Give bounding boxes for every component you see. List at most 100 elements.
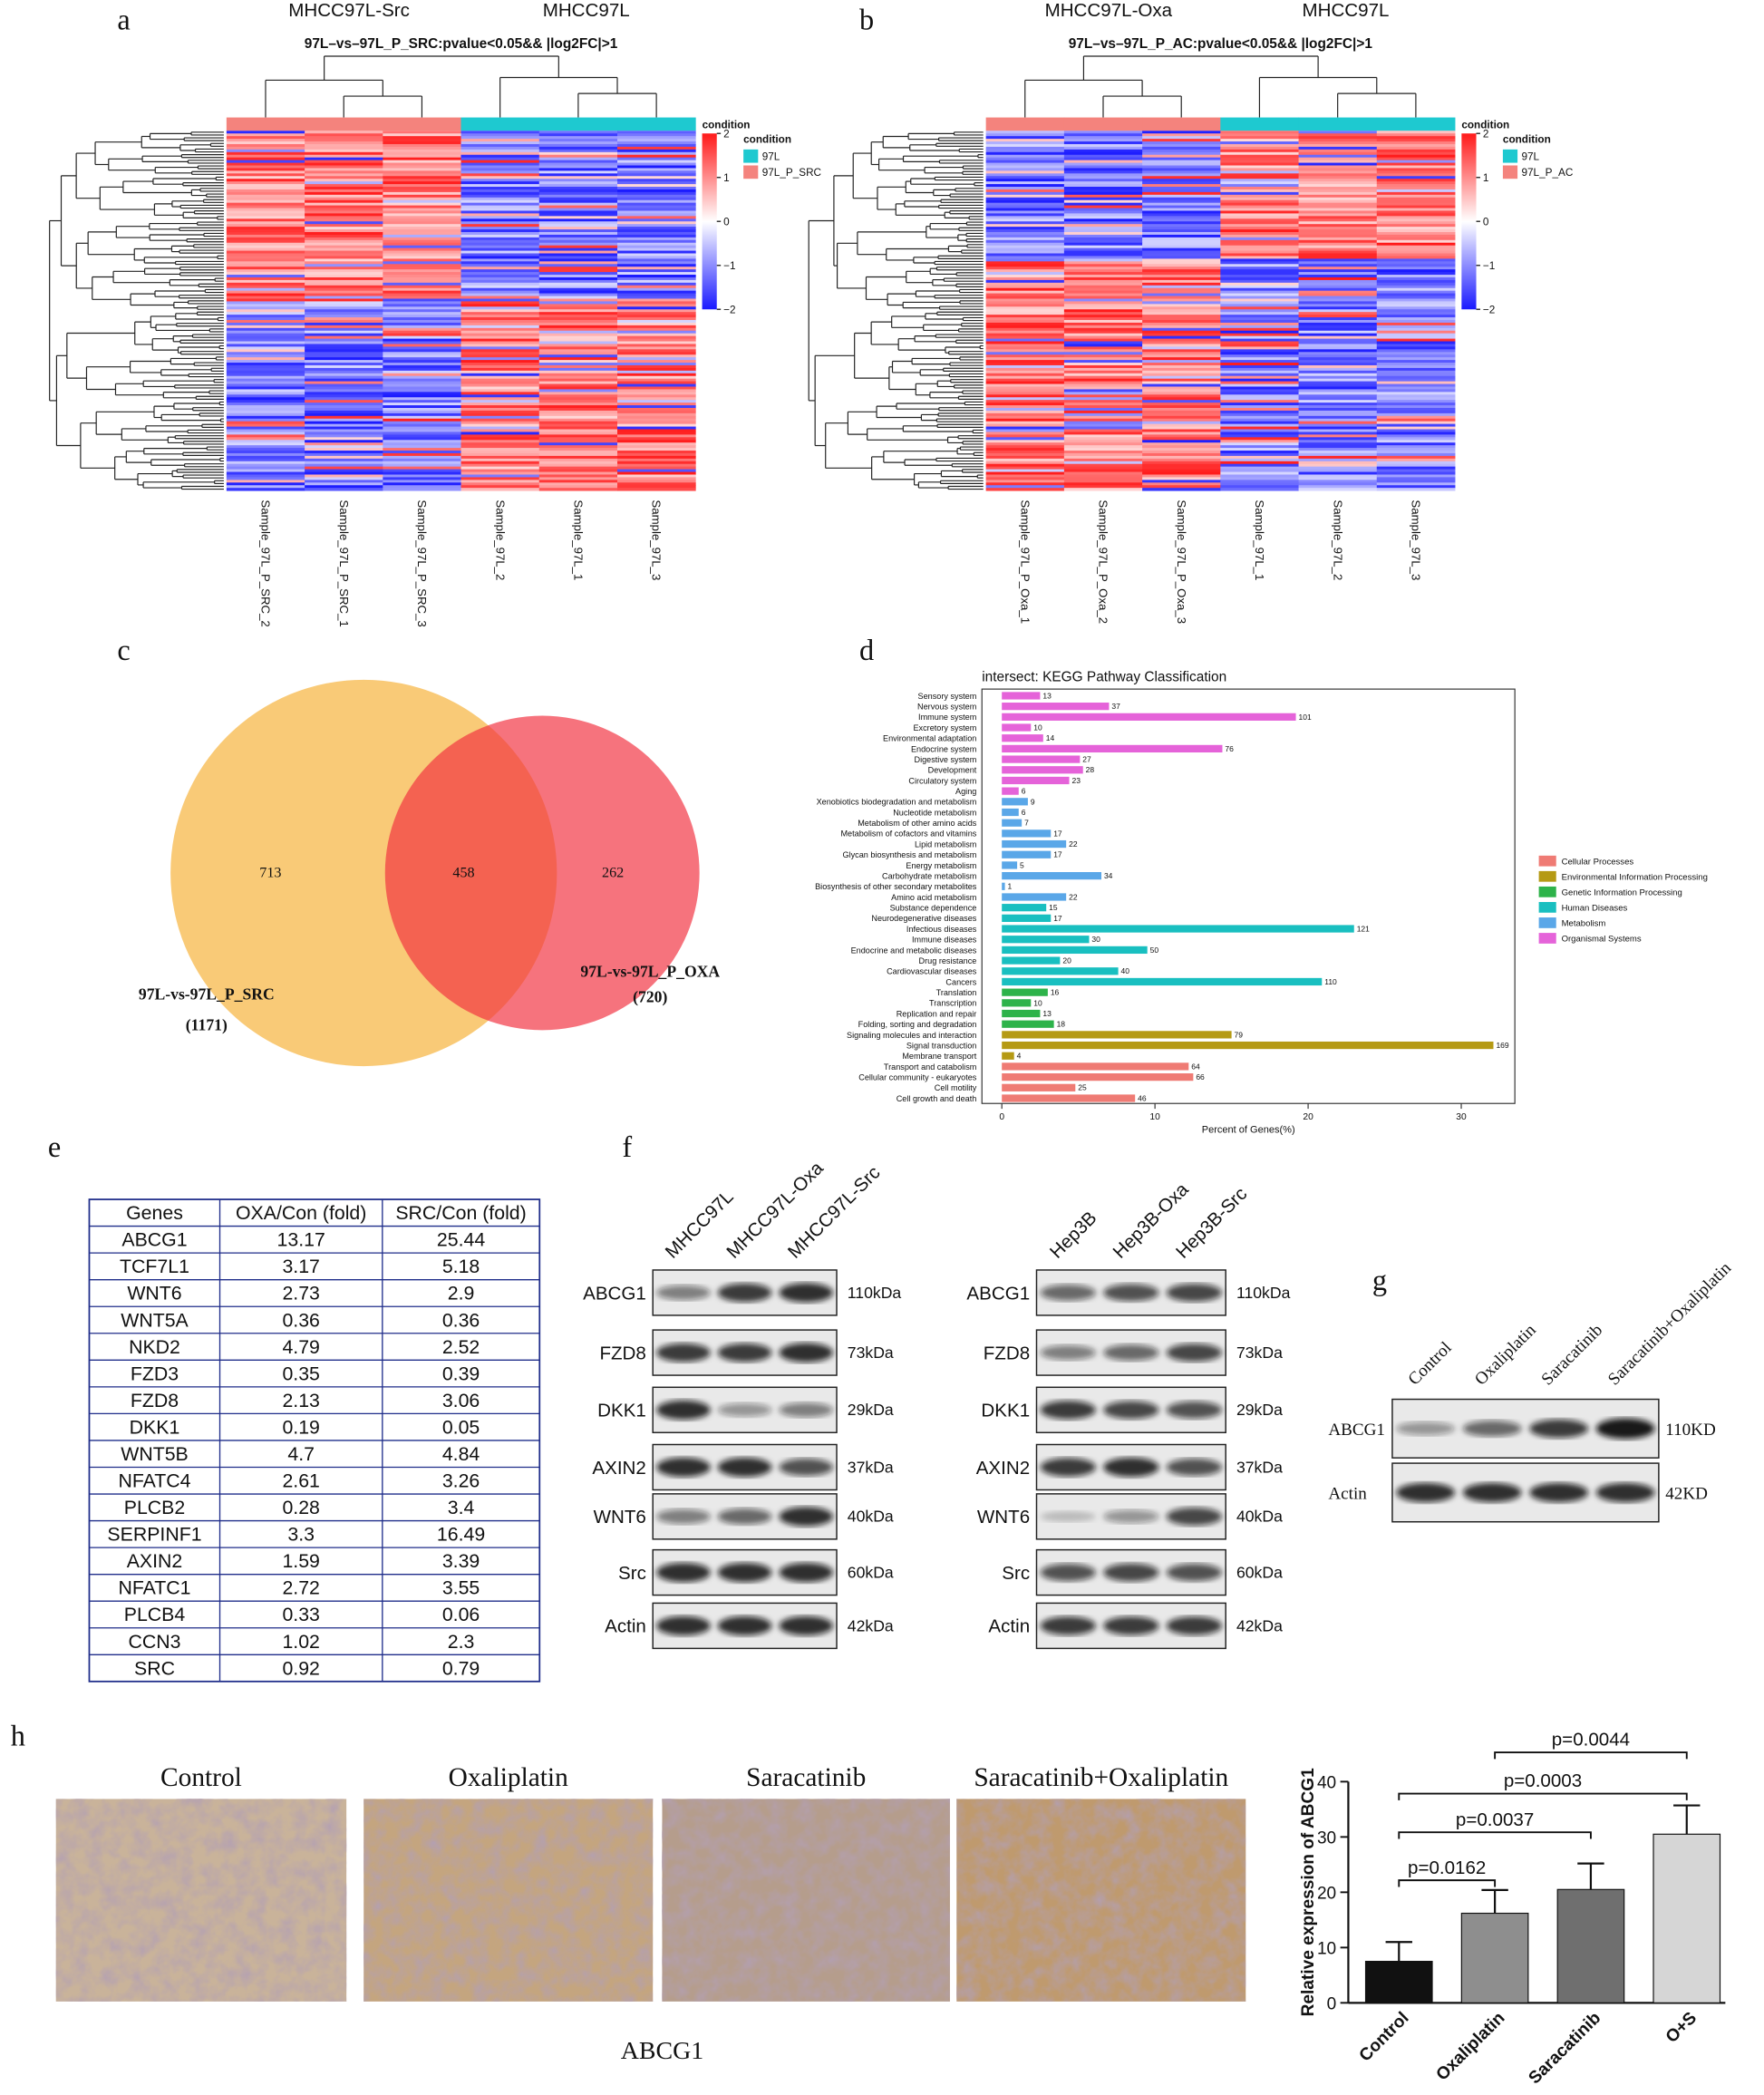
heatmap-cell — [1142, 455, 1221, 460]
data-label: 37 — [1111, 702, 1120, 711]
heatmap-cell — [226, 429, 305, 432]
heatmap-cell — [1063, 403, 1143, 406]
heatmap-cell — [538, 335, 618, 340]
heatmap-cell — [460, 330, 540, 335]
heatmap-cell — [1063, 378, 1143, 383]
heatmap-cell — [1220, 279, 1299, 284]
heatmap-cell — [1063, 344, 1143, 347]
bar — [1002, 713, 1296, 721]
heatmap-cell — [460, 264, 540, 267]
heatmap-cell — [226, 383, 305, 387]
colorbar-label: condition — [703, 119, 751, 131]
heatmap-cell — [1376, 477, 1456, 480]
heatmap-cell — [383, 373, 461, 377]
heatmap-cell — [985, 231, 1065, 236]
heatmap-cell — [383, 227, 461, 230]
heatmap-cell — [1063, 360, 1143, 364]
heatmap-cell — [383, 445, 461, 449]
heatmap-cell — [1220, 131, 1299, 134]
heatmap-cell — [1298, 287, 1378, 292]
heatmap-cell — [460, 341, 540, 344]
heatmap-cell — [383, 250, 461, 254]
heatmap-cell — [1063, 312, 1143, 315]
heatmap-cell — [617, 176, 696, 179]
table-cell: 2.52 — [442, 1336, 480, 1358]
data-label: 13 — [1042, 691, 1052, 700]
heatmap-cell — [1220, 397, 1299, 401]
heatmap-cell — [985, 234, 1065, 238]
heatmap-cell — [1063, 354, 1143, 358]
heatmap-cell — [1063, 442, 1143, 446]
heatmap-cell — [538, 440, 618, 443]
heatmap-cell — [538, 191, 618, 196]
heatmap-cell — [383, 335, 461, 340]
heatmap-cell — [538, 170, 618, 174]
heatmap-cell — [1298, 218, 1378, 222]
heatmap-cell — [538, 445, 618, 449]
heatmap-cell — [383, 315, 461, 318]
heatmap-cell — [617, 383, 696, 387]
heatmap-cell — [226, 412, 305, 417]
heatmap-cell — [538, 378, 618, 383]
heatmap-cell — [1376, 410, 1456, 414]
protein-label: WNT6 — [594, 1507, 646, 1528]
error-bar — [1385, 1941, 1412, 1962]
y-tick-label: Signal transduction — [906, 1041, 976, 1050]
heatmap-cell — [226, 154, 305, 159]
y-tick-label: 10 — [1317, 1940, 1336, 1959]
heatmap-cell — [226, 367, 305, 372]
blot-band — [717, 1457, 772, 1478]
heatmap-cell — [1142, 267, 1221, 270]
heatmap-cell — [1298, 131, 1378, 134]
heatmap-cell — [617, 205, 696, 209]
heatmap-cell — [985, 412, 1065, 417]
heatmap-cell — [1142, 157, 1221, 161]
heatmap-cell — [1376, 375, 1456, 380]
heatmap-cell — [538, 298, 618, 302]
heatmap-cell — [617, 261, 696, 265]
heatmap-cell — [1142, 403, 1221, 406]
heatmap-cell — [305, 269, 383, 273]
heatmap-cell — [460, 458, 540, 462]
heatmap-cell — [985, 392, 1065, 395]
heatmap-cell — [226, 466, 305, 470]
heatmap-cell — [305, 333, 383, 337]
protein-label: ABCG1 — [583, 1283, 646, 1304]
blot-band — [779, 1458, 833, 1477]
heatmap-cell — [538, 218, 618, 222]
bar — [1002, 1073, 1194, 1081]
heatmap-cell — [538, 168, 618, 171]
heatmap-cell — [383, 168, 461, 171]
heatmap-cell — [1298, 160, 1378, 164]
heatmap-cell — [383, 258, 461, 262]
y-tick-label: Digestive system — [914, 755, 976, 764]
data-label: 18 — [1057, 1020, 1066, 1029]
data-label: 50 — [1150, 946, 1159, 955]
heatmap-cell — [617, 440, 696, 443]
sample-label: Sample_97L_P_Oxa_2 — [1097, 500, 1110, 624]
heatmap-cell — [383, 187, 461, 190]
heatmap-cell — [538, 139, 618, 142]
heatmap-cell — [1063, 367, 1143, 372]
y-tick-label: Circulatory system — [908, 776, 976, 785]
heatmap-cell — [1220, 173, 1299, 177]
heatmap-cell — [1142, 344, 1221, 347]
heatmap-cell — [1142, 285, 1221, 289]
heatmap-cell — [538, 319, 618, 324]
heatmap-cell — [1376, 386, 1456, 390]
heatmap-cell — [305, 349, 383, 353]
heatmap-cell — [1220, 375, 1299, 380]
heatmap-cell — [460, 480, 540, 483]
table-cell: 0.39 — [442, 1363, 480, 1384]
table-cell: 0.06 — [442, 1604, 480, 1625]
heatmap-cell — [460, 312, 540, 315]
heatmap-cell — [1298, 290, 1378, 295]
venn-count: 262 — [602, 865, 624, 880]
colorbar-tick-label: 0 — [723, 217, 730, 228]
heatmap-cell — [985, 442, 1065, 446]
heatmap-cell — [383, 363, 461, 366]
heatmap-cell — [1376, 298, 1456, 302]
comparison-bracket — [1398, 1792, 1688, 1800]
protein-label: DKK1 — [981, 1401, 1030, 1421]
